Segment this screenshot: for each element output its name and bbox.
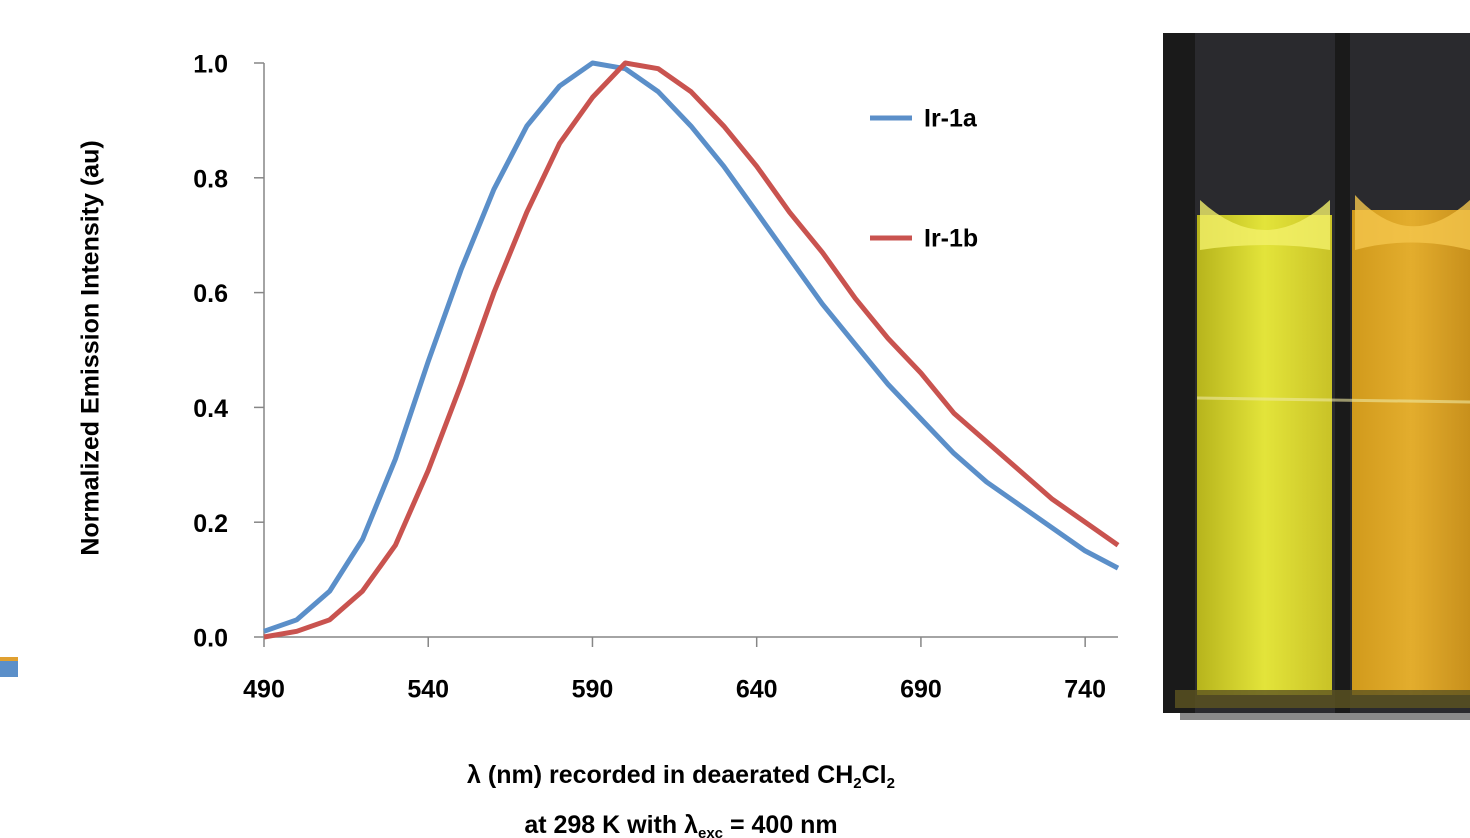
y-tick-label: 0.2 [193,510,228,538]
x-axis-label: λ (nm) recorded in deaerated CH2Cl2 [467,761,895,793]
x-axis-label-part: exc [698,825,723,838]
x-axis-label-part: at 298 K with λ [524,811,698,838]
series-line [263,60,1120,634]
x-axis-label-part: λ (nm) recorded in deaerated CH [467,761,853,789]
legend-label: Ir-1a [924,105,978,133]
stray-mark [0,657,18,677]
x-axis-label-part: 2 [853,775,861,792]
x-axis-label-part: = 400 nm [723,811,838,838]
x-tick-label: 690 [900,676,942,704]
x-tick-label: 590 [572,676,614,704]
y-tick-label: 1.0 [193,51,228,79]
y-tick-label: 0.0 [193,625,228,653]
x-axis-label-part: Cl [862,761,887,789]
legend-label: Ir-1b [924,225,978,253]
x-axis-label-part: 2 [887,775,895,792]
y-tick-label: 0.8 [193,165,228,193]
x-axis-label: at 298 K with λexc = 400 nm [524,811,837,838]
series-line [263,60,1120,640]
y-tick-label: 0.4 [193,395,228,423]
x-tick-label: 490 [243,676,285,704]
x-tick-label: 540 [407,676,449,704]
y-axis-label: Normalized Emission Intensity (au) [77,140,105,555]
x-tick-label: 740 [1064,676,1106,704]
photo [1163,33,1470,720]
x-tick-label: 640 [736,676,778,704]
y-tick-label: 0.6 [193,280,228,308]
